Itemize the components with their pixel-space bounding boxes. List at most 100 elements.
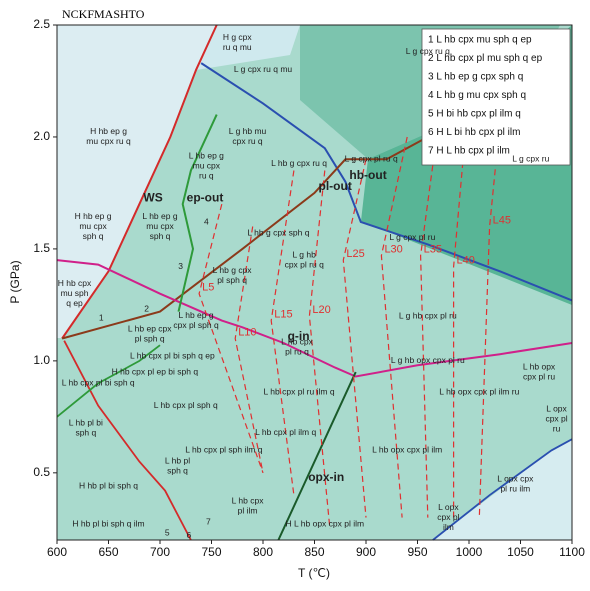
legend-entry: 4 L hb g mu cpx sph q	[428, 90, 526, 101]
field-label: 7	[206, 516, 211, 526]
line-label: L40	[457, 255, 475, 267]
field-label: L g cpx ru	[512, 154, 549, 164]
boundary-line	[56, 344, 161, 418]
field-label: 2	[144, 304, 149, 314]
x-tick-label: 950	[407, 545, 427, 559]
reaction-line	[270, 170, 295, 496]
y-tick-label: 0.5	[33, 465, 50, 479]
field-text: pl ru q	[285, 347, 309, 357]
field-text: H hb pl bi sph q ilm	[72, 519, 144, 529]
line-label: L35	[424, 244, 442, 256]
field-text: L hb ep g	[178, 310, 213, 320]
x-tick-label: 600	[47, 545, 67, 559]
legend-entry: 7 H L hb cpx pl ilm	[428, 146, 510, 157]
field-label: H hb pl bi sph q	[79, 481, 138, 491]
field-text: L hb g cpx ru q	[271, 158, 327, 168]
field-label: H hb ep gmu cpx ru q	[86, 126, 131, 146]
x-tick-label: 750	[201, 545, 221, 559]
field-label: L hb cpx pl bi sph q ep	[130, 351, 215, 361]
field-label: 6	[186, 530, 191, 540]
field-text: pl ilm	[238, 506, 258, 516]
y-tick-label: 1.0	[33, 353, 50, 367]
field-label: 4	[204, 216, 209, 226]
reaction-line	[56, 259, 573, 378]
field-label: H hb cpx pl ep bi sph q	[112, 366, 199, 376]
field-text: H hb ep g	[90, 126, 127, 136]
field-text: L g cpx ru q	[406, 46, 450, 56]
plot-area	[56, 24, 573, 541]
line-label: L15	[274, 308, 292, 320]
field-text: cpx pl	[545, 413, 567, 423]
field-text: H g cpx	[223, 32, 253, 42]
field-label: L hb cpx pl sph q	[154, 400, 218, 410]
reaction-line	[277, 371, 357, 541]
field-text: L hb opx cpx pl ilm	[372, 445, 442, 455]
legend-entry: 5 H bi hb cpx pl ilm q	[428, 109, 521, 120]
y-tick-label: 1.5	[33, 241, 50, 255]
field-label: L g hb opx cpx pl ru	[391, 355, 465, 365]
field-text: 6	[186, 530, 191, 540]
x-axis-label: T (℃)	[298, 566, 330, 580]
x-tick-label: 850	[304, 545, 324, 559]
field-text: cpx pl ru	[523, 371, 555, 381]
field-text: L hb cpx pl bi sph q ep	[130, 351, 215, 361]
field-text: cpx pl sph q	[173, 320, 219, 330]
field-text: cpx pl ru q	[285, 259, 324, 269]
field-text: H L hb opx cpx pl ilm	[286, 519, 365, 529]
field-text: mu cpx	[146, 221, 174, 231]
field-text: ru q	[199, 170, 214, 180]
legend-box	[421, 28, 571, 166]
y-axis-label: P (GPa)	[8, 260, 22, 303]
field-text: L opx	[438, 502, 459, 512]
field-text: L g hb	[293, 249, 317, 259]
line-label: L45	[493, 214, 511, 226]
y-tick-label: 2.5	[33, 17, 50, 31]
field-label: H hb pl bi sph q ilm	[72, 519, 144, 529]
x-tick-label: 650	[98, 545, 118, 559]
field-text: sph q	[150, 231, 171, 241]
field-text: L hb g cpx sph q	[247, 227, 309, 237]
reaction-line	[198, 203, 264, 474]
line-label: L10	[238, 326, 256, 338]
field-text: pl sph q	[217, 275, 247, 285]
field-text: mu sph	[61, 288, 89, 298]
x-tick-label: 1100	[559, 545, 585, 559]
line-label: pl-out	[319, 179, 352, 193]
field-text: H hb pl bi sph q	[79, 481, 138, 491]
field-text: L g hb cpx pl ru	[399, 310, 457, 320]
field-text: L hb cpx	[232, 496, 265, 506]
field-label: L g cpx ru q mu	[234, 64, 293, 74]
reaction-line	[177, 114, 218, 312]
field-text: mu cpx	[193, 160, 221, 170]
x-tick-label: 1050	[507, 545, 534, 559]
field-text: H hb cpx	[58, 278, 92, 288]
x-tick-label: 700	[150, 545, 170, 559]
field-text: cpx ru q	[232, 136, 263, 146]
line-label: L20	[312, 304, 330, 316]
field-text: H hb cpx pl ep bi sph q	[112, 366, 199, 376]
field-text: L hb cpx	[281, 337, 314, 347]
field-text: L hb pl	[165, 455, 190, 465]
field-text: 2	[144, 304, 149, 314]
field-text: mu cpx	[79, 221, 107, 231]
field-label: L hb g cpx sph q	[247, 227, 309, 237]
field-label: L hb opx cpx pl ilm	[372, 445, 442, 455]
field-text: pl sph q	[135, 333, 165, 343]
field-label: 1	[99, 313, 104, 323]
field-text: 5	[165, 528, 170, 538]
x-tick-label: 900	[356, 545, 376, 559]
region-shade	[57, 25, 217, 338]
field-text: L hb ep cpx	[128, 323, 172, 333]
